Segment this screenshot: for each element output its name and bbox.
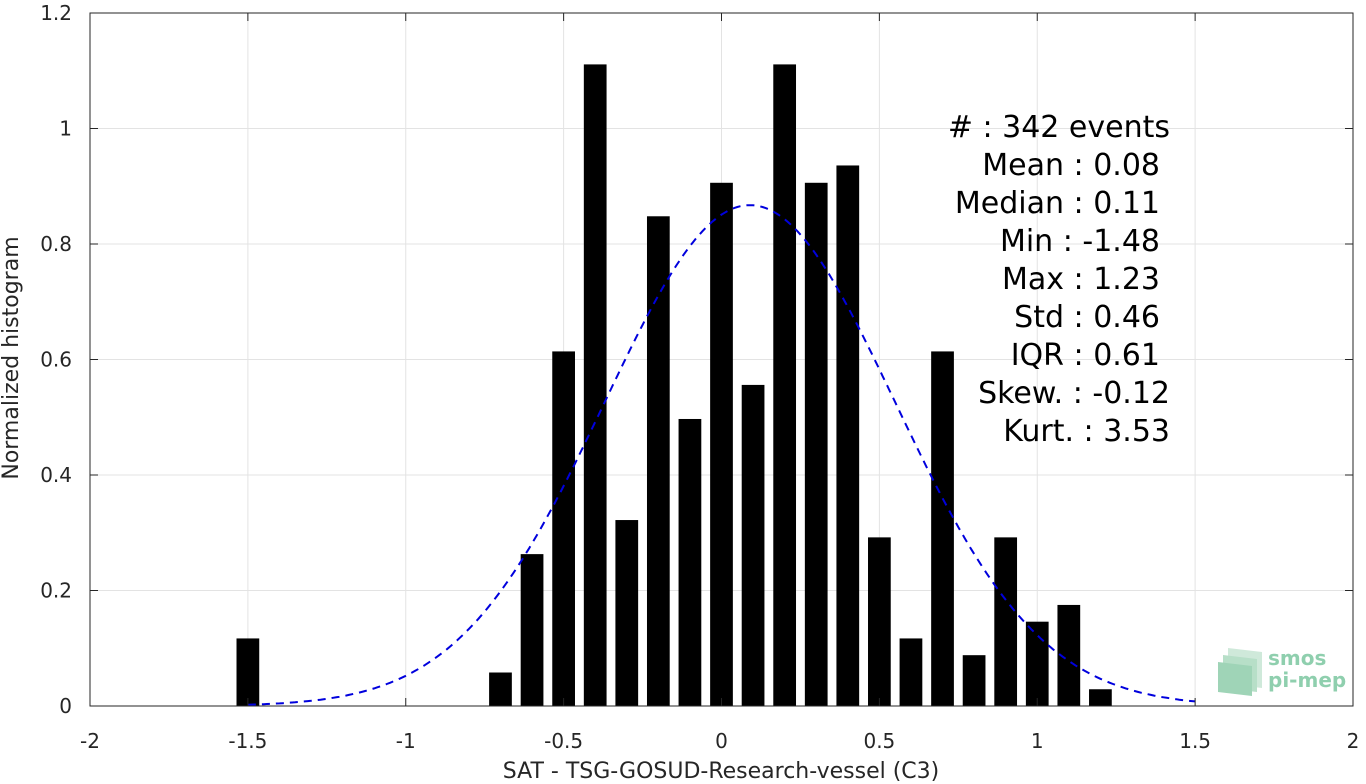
histogram-bar [489,672,512,706]
histogram-bar [931,351,954,706]
histogram-bar [583,64,607,706]
logo-text-line2: pi-mep [1268,668,1346,692]
logo-layers-icon [1218,648,1262,696]
histogram-bar [520,554,544,706]
y-tick-label: 0.2 [40,579,72,603]
x-tick-label: 1 [1031,729,1044,753]
y-axis-label: Normalized histogram [0,236,24,479]
histogram-bar [773,64,797,706]
stat-line: Mean : 0.08 [982,148,1160,183]
normal-fit-curve [247,204,1196,706]
stat-line: # : 342 events [948,110,1170,145]
stat-line: Max : 1.23 [1002,262,1160,297]
histogram-bar [1057,604,1081,706]
logo-text-line1: smos [1268,646,1326,670]
y-tick-label: 0.6 [40,348,72,372]
x-tick-label: 0 [715,729,728,753]
x-tick-label: -1.5 [228,729,267,753]
stat-line: Median : 0.11 [955,186,1160,221]
x-axis-label: SAT - TSG-GOSUD-Research-vessel (C3) [503,759,940,784]
histogram-bars [236,64,1112,706]
y-tick-label: 1 [59,117,72,141]
histogram-bar [804,182,828,706]
stat-line: IQR : 0.61 [1011,338,1160,373]
histogram-bar [868,537,891,706]
x-axis: -2 -1.5 -1 -0.5 0 0.5 1 1.5 2 [80,13,1359,753]
histogram-bar [899,638,923,706]
y-axis: 0 0.2 0.4 0.6 0.8 1 1.2 [40,1,1353,718]
stat-line: Std : 0.46 [1014,300,1160,335]
stat-line: Min : -1.48 [1000,224,1160,259]
histogram-bar [710,182,733,706]
stat-line: Skew. : -0.12 [978,376,1170,411]
x-tick-label: 1.5 [1179,729,1211,753]
histogram-bar [994,537,1018,706]
histogram-bar [236,638,260,706]
histogram-bar [741,384,765,706]
histogram-bar [678,418,702,706]
x-tick-label: -2 [80,729,100,753]
x-tick-label: -1 [396,729,416,753]
histogram-bar [1089,689,1112,706]
histogram-bar [962,655,986,706]
x-tick-label: 2 [1347,729,1360,753]
smos-pi-mep-logo: smos pi-mep [1218,646,1346,696]
histogram-bar [615,520,639,706]
y-tick-label: 0 [59,694,72,718]
histogram-bar [836,165,860,706]
x-tick-label: 0.5 [863,729,895,753]
histogram-bar [646,216,670,706]
y-tick-label: 0.4 [40,463,72,487]
y-tick-label: 1.2 [40,1,72,25]
histogram-bar [1025,621,1049,706]
histogram-bar [552,351,575,706]
stat-line: Kurt. : 3.53 [1003,414,1170,449]
y-tick-label: 0.8 [40,232,72,256]
x-tick-label: -0.5 [544,729,583,753]
